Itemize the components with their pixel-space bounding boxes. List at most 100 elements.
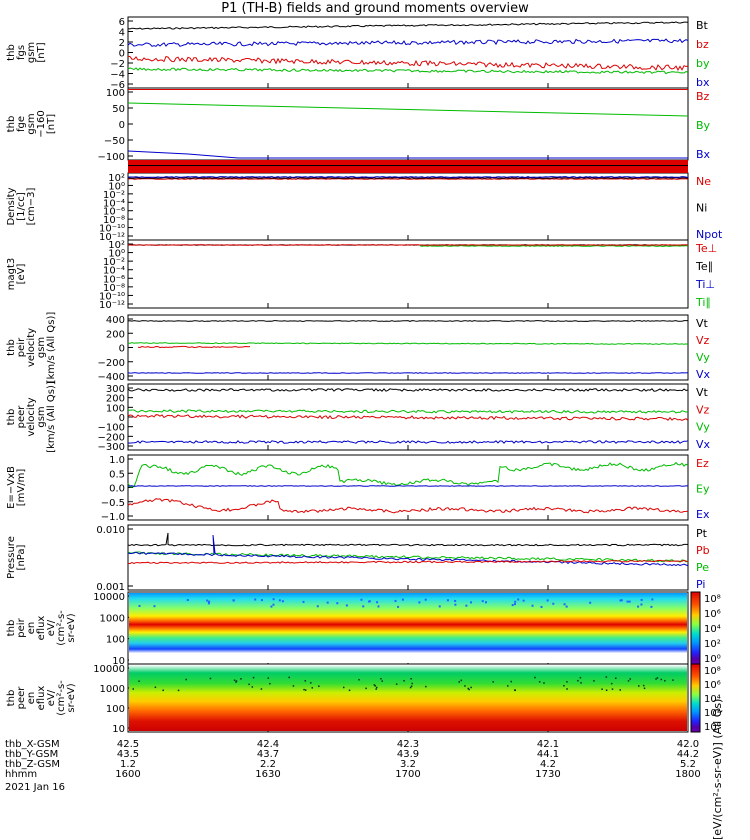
y-tick-label: −50 <box>104 136 125 147</box>
spec-speckle <box>261 599 263 601</box>
spec-speckle <box>643 685 645 687</box>
spec-speckle <box>376 601 378 603</box>
legend-bx: bx <box>696 76 710 89</box>
y-axis-label: sr-eV) <box>66 683 77 712</box>
y-tick-label: 10000 <box>93 664 125 675</box>
spec-speckle <box>208 601 210 603</box>
spec-speckle <box>611 683 613 685</box>
spec-speckle <box>317 605 319 607</box>
spec-speckle <box>376 687 378 689</box>
series-Pb <box>128 560 688 563</box>
series-Vz <box>138 346 250 347</box>
spec-speckle <box>261 688 263 690</box>
spec-speckle <box>439 605 441 607</box>
spec-speckle <box>580 682 582 684</box>
x-tick-label: 1700 <box>395 769 420 780</box>
legend-Bx: Bx <box>696 148 711 161</box>
spec-speckle <box>138 605 140 607</box>
spec-speckle <box>138 680 140 682</box>
spec-speckle <box>523 600 525 602</box>
spec-speckle <box>305 680 307 682</box>
spec-speckle <box>552 603 554 605</box>
y-tick-label: 2 <box>119 38 125 49</box>
colorbar-tick: 10⁶ <box>704 609 721 620</box>
legend-Pt: Pt <box>696 527 708 540</box>
spec-speckle <box>312 687 314 689</box>
spec-speckle <box>303 689 305 691</box>
spec-speckle <box>368 601 370 603</box>
colorbar-1 <box>691 592 700 664</box>
spec-speckle <box>358 679 360 681</box>
spec-speckle <box>534 677 536 679</box>
spec-speckle <box>360 599 362 601</box>
y-tick-label: −2 <box>110 59 125 70</box>
spec-speckle <box>532 605 534 607</box>
series-bx <box>128 39 688 46</box>
panel-frame-2 <box>128 88 688 160</box>
spec-speckle <box>454 604 456 606</box>
series-Ti-par <box>420 246 688 247</box>
y-tick-label: 400 <box>106 315 125 326</box>
spec-speckle <box>253 677 255 679</box>
legend-Pb: Pb <box>696 544 710 557</box>
spec-speckle <box>132 688 134 690</box>
spec-speckle <box>606 689 608 691</box>
spec-speckle <box>661 679 663 681</box>
spec-speckle <box>650 606 652 608</box>
colorbar-tick: 10² <box>704 639 721 650</box>
spec-speckle <box>563 685 565 687</box>
y-tick-label: 10 <box>112 724 125 735</box>
y-tick-label: −300 <box>98 442 125 453</box>
ion-spectrogram <box>129 593 687 663</box>
spec-speckle <box>628 680 630 682</box>
series-Ez <box>128 499 688 513</box>
spec-speckle <box>240 678 242 680</box>
spec-speckle <box>638 685 640 687</box>
y-tick-label: 100 <box>106 704 125 715</box>
spec-speckle <box>273 598 275 600</box>
legend-Bz: Bz <box>696 90 710 103</box>
colorbar-tick: 10⁶ <box>704 680 721 691</box>
spec-speckle <box>514 601 516 603</box>
x-tick-label: 1630 <box>255 769 280 780</box>
spec-speckle <box>252 686 254 688</box>
x-row-label: hhmm <box>5 769 37 780</box>
series-Vy <box>128 410 688 413</box>
legend-Vt: Vt <box>696 317 709 330</box>
spec-speckle <box>465 605 467 607</box>
spec-speckle <box>397 606 399 608</box>
spec-speckle <box>485 601 487 603</box>
legend-By: By <box>696 119 711 132</box>
legend-Ti⊥: Ti⊥ <box>695 278 715 291</box>
legend-Ex: Ex <box>696 508 710 521</box>
spec-speckle <box>615 678 617 680</box>
y-tick-label: 1.0 <box>109 455 125 466</box>
spec-speckle <box>410 678 412 680</box>
spec-speckle <box>629 601 631 603</box>
legend-Vz: Vz <box>696 403 710 416</box>
y-tick-label: 1000 <box>100 684 125 695</box>
spec-speckle <box>346 604 348 606</box>
legend-Te⊥: Te⊥ <box>695 242 717 255</box>
y-tick-label: −200 <box>98 358 125 369</box>
y-tick-label: 10000 <box>93 592 125 603</box>
legend-Vx: Vx <box>696 368 711 381</box>
spec-speckle <box>187 599 189 601</box>
y-axis-label: [km/s (All Qs)] <box>46 312 57 384</box>
legend-Ey: Ey <box>696 483 710 496</box>
spec-speckle <box>470 687 472 689</box>
x-tick-label: 1800 <box>675 769 700 780</box>
spec-speckle <box>248 684 250 686</box>
legend-bz: bz <box>696 38 709 51</box>
spec-speckle <box>162 690 164 692</box>
spec-speckle <box>514 603 516 605</box>
spec-speckle <box>641 599 643 601</box>
spec-speckle <box>411 685 413 687</box>
spec-speckle <box>288 677 290 679</box>
spec-speckle <box>293 685 295 687</box>
y-tick-label: −4 <box>110 70 125 81</box>
legend-Pi: Pi <box>696 578 705 591</box>
spec-speckle <box>349 690 351 692</box>
spec-speckle <box>606 676 608 678</box>
